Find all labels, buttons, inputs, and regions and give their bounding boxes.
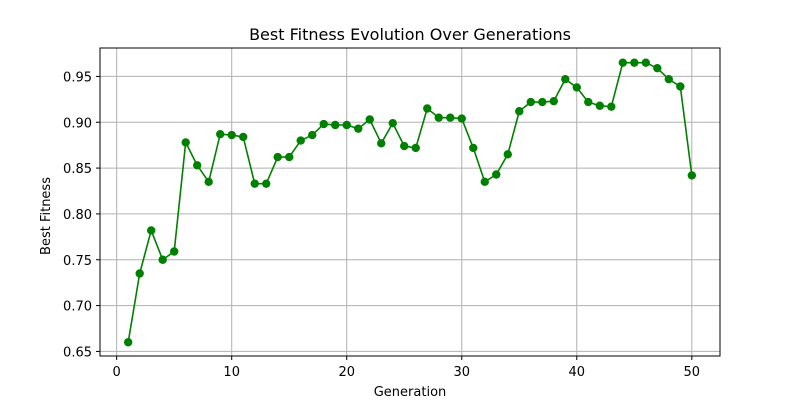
series-layer <box>123 58 697 347</box>
data-point <box>239 132 248 142</box>
data-point <box>365 115 374 124</box>
y-tick-label: 0.80 <box>63 208 92 223</box>
data-point <box>354 124 363 133</box>
data-point <box>526 97 535 107</box>
data-point <box>423 104 432 113</box>
data-point <box>641 58 651 67</box>
data-point <box>411 143 420 153</box>
y-tick-label: 0.90 <box>63 116 92 131</box>
data-point <box>607 102 616 111</box>
data-point <box>630 58 639 67</box>
data-point <box>480 177 489 187</box>
data-point <box>572 83 581 92</box>
data-point <box>296 136 305 145</box>
y-tick-label: 0.95 <box>63 70 92 85</box>
data-point <box>216 129 225 139</box>
y-axis-label: Best Fitness <box>39 177 54 255</box>
data-point <box>192 161 202 170</box>
data-point <box>503 150 512 159</box>
data-point <box>469 143 478 153</box>
y-tick-label: 0.75 <box>63 254 92 269</box>
x-tick-label: 40 <box>569 365 586 380</box>
data-point <box>561 74 570 84</box>
data-point <box>181 138 190 147</box>
tick-layer: 0 10 20 30 40 50 0.65 0.70 0.75 0.80 0.85 0.90 0.95 <box>63 70 700 380</box>
data-point <box>262 179 271 188</box>
data-point <box>446 113 455 122</box>
data-point <box>676 82 685 91</box>
data-point <box>377 139 386 148</box>
grid-lines <box>100 48 720 356</box>
data-point <box>595 101 604 110</box>
data-point <box>204 177 213 187</box>
series-line <box>127 61 693 343</box>
data-point <box>308 130 317 140</box>
x-axis-label: Generation <box>374 385 447 400</box>
data-point <box>492 170 501 179</box>
y-tick-label: 0.65 <box>63 345 92 360</box>
x-tick-label: 20 <box>338 365 355 380</box>
data-point <box>457 114 466 123</box>
data-point <box>169 247 179 256</box>
data-point <box>250 179 259 188</box>
data-point <box>584 97 593 107</box>
data-point <box>146 226 156 235</box>
data-point <box>158 255 167 264</box>
chart-title: Best Fitness Evolution Over Generations <box>249 25 571 44</box>
data-point <box>618 58 628 67</box>
y-tick-label: 0.70 <box>63 300 92 315</box>
data-point <box>538 97 547 107</box>
data-point <box>123 338 133 347</box>
x-tick-label: 0 <box>113 365 121 380</box>
data-point <box>515 107 524 116</box>
data-point <box>664 74 674 84</box>
data-point <box>273 152 282 162</box>
data-point <box>687 171 697 180</box>
data-point <box>331 120 340 130</box>
data-point <box>227 130 236 140</box>
data-point <box>653 63 662 73</box>
data-point <box>285 152 294 162</box>
x-tick-label: 50 <box>684 365 701 380</box>
data-point <box>434 113 443 122</box>
data-point <box>400 141 409 151</box>
data-point <box>342 120 351 130</box>
plot-frame <box>99 47 721 357</box>
data-point <box>388 118 397 128</box>
y-tick-label: 0.85 <box>63 162 92 177</box>
data-point <box>319 119 328 129</box>
data-point <box>549 96 558 106</box>
data-point <box>135 269 144 278</box>
x-tick-label: 10 <box>223 365 240 380</box>
x-tick-label: 30 <box>453 365 470 380</box>
